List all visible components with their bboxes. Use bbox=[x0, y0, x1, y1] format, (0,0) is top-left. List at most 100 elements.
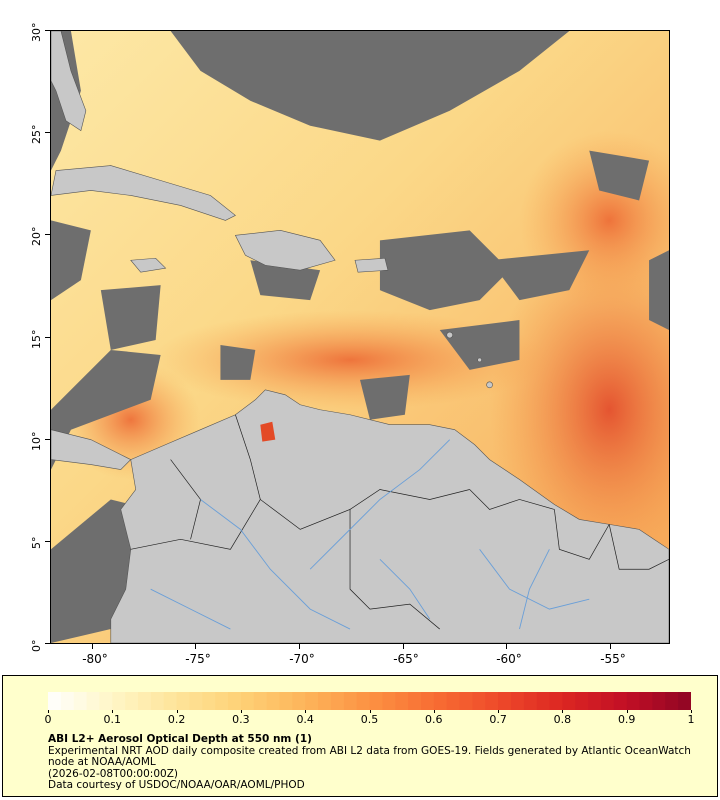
colorbar-tick bbox=[240, 710, 242, 713]
colorbar-segment bbox=[305, 692, 319, 710]
colorbar-segment bbox=[600, 692, 615, 710]
colorbar-segment bbox=[318, 692, 332, 710]
colorbar-tick bbox=[498, 710, 500, 713]
y-tick bbox=[45, 541, 50, 542]
colorbar-segment bbox=[163, 692, 178, 710]
rivers bbox=[150, 439, 590, 630]
lake-maracaibo bbox=[260, 421, 276, 442]
y-tick bbox=[45, 439, 50, 440]
y-axis-label: 0° bbox=[30, 639, 43, 653]
colorbar-segment bbox=[652, 692, 666, 710]
y-tick bbox=[45, 234, 50, 235]
colorbar-segment bbox=[626, 692, 641, 710]
colorbar-segment bbox=[420, 692, 435, 710]
colorbar-label: 0.1 bbox=[103, 713, 122, 726]
colorbar-segment bbox=[215, 692, 229, 710]
colorbar-segment bbox=[253, 692, 268, 710]
colorbar-segment bbox=[279, 692, 293, 710]
colorbar-label: 0.2 bbox=[167, 713, 186, 726]
colorbar-tick bbox=[691, 710, 692, 713]
x-tick bbox=[610, 644, 611, 649]
colorbar-segment bbox=[639, 692, 654, 710]
colorbar-segment bbox=[678, 692, 691, 710]
x-tick bbox=[403, 644, 404, 649]
colorbar-segment bbox=[176, 692, 191, 710]
colorbar-tick bbox=[176, 710, 178, 713]
colorbar-segment bbox=[562, 692, 576, 710]
x-axis-label: -55° bbox=[600, 652, 626, 666]
colorbar-segment bbox=[266, 692, 281, 710]
colorbar-segment bbox=[459, 692, 473, 710]
y-tick bbox=[45, 132, 50, 133]
colorbar-tick bbox=[112, 710, 114, 713]
x-axis-label: -75° bbox=[185, 652, 211, 666]
colorbar-label: 0.3 bbox=[232, 713, 250, 726]
colorbar-segment bbox=[48, 692, 62, 710]
colorbar-segment bbox=[485, 692, 499, 710]
colorbar-segment bbox=[446, 692, 461, 710]
colorbar-tick bbox=[626, 710, 628, 713]
colorbar-segment bbox=[99, 692, 113, 710]
y-tick bbox=[45, 30, 50, 31]
colorbar-segment bbox=[472, 692, 486, 710]
colorbar-label: 0.5 bbox=[360, 713, 379, 726]
colorbar-segment bbox=[433, 692, 448, 710]
colorbar-segment bbox=[86, 692, 101, 710]
map-image bbox=[51, 31, 669, 643]
legend-date: (2026-02-08T00:00:00Z) bbox=[48, 767, 178, 780]
colorbar-segment bbox=[330, 692, 345, 710]
colorbar-segment bbox=[536, 692, 551, 710]
colorbar-label: 0.4 bbox=[296, 713, 314, 726]
colorbar-segment bbox=[125, 692, 139, 710]
colorbar-segment bbox=[665, 692, 679, 710]
legend-text: ABI L2+ Aerosol Optical Depth at 550 nm … bbox=[48, 733, 708, 792]
colorbar-segment bbox=[575, 692, 589, 710]
colorbar-segment bbox=[240, 692, 255, 710]
country-borders bbox=[130, 414, 669, 630]
colorbar-segment bbox=[523, 692, 538, 710]
x-tick bbox=[506, 644, 507, 649]
colorbar-segment bbox=[112, 692, 126, 710]
y-axis-label: 25° bbox=[30, 124, 43, 145]
legend-credit: Data courtesy of USDOC/NOAA/OAR/AOML/PHO… bbox=[48, 779, 305, 791]
colorbar-segment bbox=[510, 692, 525, 710]
colorbar-segment bbox=[150, 692, 165, 710]
colorbar-label: 0.9 bbox=[617, 713, 636, 726]
colorbar-label: 1 bbox=[687, 713, 695, 726]
colorbar-segment bbox=[60, 692, 75, 710]
colorbar-segment bbox=[408, 692, 422, 710]
colorbar-segment bbox=[138, 692, 152, 710]
y-axis-label: 5° bbox=[30, 536, 43, 550]
legend-description: Experimental NRT AOD daily composite cre… bbox=[48, 744, 695, 768]
colorbar-segment bbox=[382, 692, 396, 710]
y-tick bbox=[45, 337, 50, 338]
x-axis-label: -80° bbox=[82, 652, 108, 666]
colorbar-tick bbox=[369, 710, 371, 713]
colorbar-label: 0.8 bbox=[553, 713, 572, 726]
colorbar-label: 0 bbox=[44, 713, 52, 726]
colorbar-segment bbox=[588, 692, 602, 710]
colorbar-segment bbox=[395, 692, 409, 710]
colorbar-segment bbox=[343, 692, 358, 710]
colorbar-segment bbox=[369, 692, 383, 710]
land-areas bbox=[51, 31, 669, 643]
x-axis-label: -65° bbox=[393, 652, 419, 666]
colorbar-segment bbox=[189, 692, 203, 710]
y-axis-label: 15° bbox=[30, 329, 43, 350]
colorbar-segment bbox=[202, 692, 216, 710]
colorbar bbox=[48, 692, 691, 710]
y-axis-label: 30° bbox=[30, 22, 43, 43]
aod-map[interactable] bbox=[50, 30, 670, 644]
colorbar-segment bbox=[292, 692, 306, 710]
colorbar-segment bbox=[498, 692, 512, 710]
y-axis-label: 10° bbox=[30, 431, 43, 452]
legend-title: ABI L2+ Aerosol Optical Depth at 550 nm … bbox=[48, 733, 312, 745]
x-tick bbox=[195, 644, 196, 649]
colorbar-segment bbox=[549, 692, 563, 710]
x-axis-label: -70° bbox=[289, 652, 315, 666]
x-axis-label: -60° bbox=[496, 652, 522, 666]
x-tick bbox=[299, 644, 300, 649]
colorbar-segment bbox=[73, 692, 88, 710]
colorbar-label: 0.6 bbox=[425, 713, 443, 726]
colorbar-segment bbox=[613, 692, 628, 710]
